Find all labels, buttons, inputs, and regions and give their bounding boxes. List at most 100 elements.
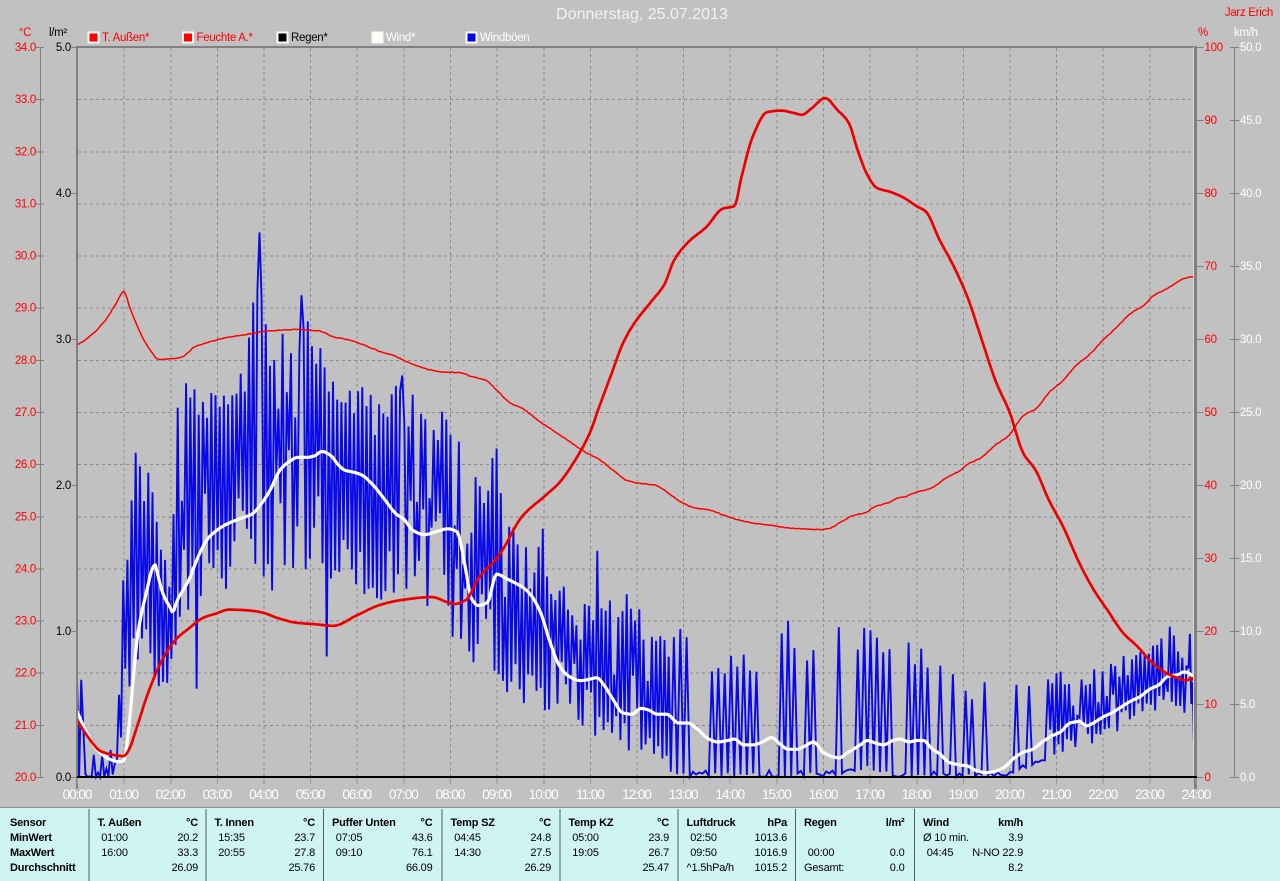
svg-text:°C: °C	[186, 817, 198, 829]
svg-text:02:50: 02:50	[690, 832, 717, 844]
svg-text:24.0: 24.0	[15, 563, 36, 575]
svg-text:10:00: 10:00	[529, 787, 558, 802]
svg-text:13:00: 13:00	[669, 787, 698, 802]
svg-text:Feuchte A.*: Feuchte A.*	[197, 32, 254, 44]
svg-text:19:00: 19:00	[949, 787, 978, 802]
svg-text:05:00: 05:00	[296, 787, 325, 802]
svg-text:24:00: 24:00	[1182, 787, 1211, 802]
svg-text:18:00: 18:00	[902, 787, 931, 802]
svg-text:45.0: 45.0	[1240, 115, 1261, 127]
svg-text:30.0: 30.0	[15, 251, 36, 263]
svg-text:Temp SZ: Temp SZ	[451, 817, 496, 829]
svg-text:24.8: 24.8	[530, 832, 551, 844]
svg-text:l/m²: l/m²	[49, 27, 67, 39]
svg-text:22:00: 22:00	[1088, 787, 1117, 802]
svg-text:4.0: 4.0	[56, 188, 71, 200]
svg-text:28.0: 28.0	[15, 355, 36, 367]
svg-text:2.0: 2.0	[56, 480, 71, 492]
svg-text:26.7: 26.7	[648, 847, 669, 859]
svg-text:MinWert: MinWert	[10, 832, 52, 844]
svg-text:03:00: 03:00	[203, 787, 232, 802]
svg-text:Ø 10 min.: Ø 10 min.	[923, 832, 969, 844]
svg-text:0.0: 0.0	[56, 772, 71, 784]
svg-text:23.9: 23.9	[648, 832, 669, 844]
svg-text:km/h: km/h	[1234, 27, 1258, 39]
svg-text:09:50: 09:50	[690, 847, 717, 859]
svg-text:1013.6: 1013.6	[755, 832, 788, 844]
svg-text:100: 100	[1205, 42, 1223, 54]
svg-text:km/h: km/h	[998, 817, 1023, 829]
svg-text:01:00: 01:00	[101, 832, 128, 844]
svg-text:23.7: 23.7	[294, 832, 315, 844]
svg-text:50.0: 50.0	[1240, 42, 1261, 54]
svg-text:11:00: 11:00	[576, 787, 604, 802]
svg-text:76.1: 76.1	[412, 847, 433, 859]
svg-text:N-NO 22.9: N-NO 22.9	[972, 847, 1023, 859]
svg-text:70: 70	[1205, 261, 1217, 273]
svg-text:23:00: 23:00	[1135, 787, 1164, 802]
svg-text:50: 50	[1205, 407, 1217, 419]
svg-text:27.8: 27.8	[294, 847, 315, 859]
svg-text:20:00: 20:00	[995, 787, 1024, 802]
svg-text:%: %	[1198, 27, 1208, 39]
svg-text:Gesamt:: Gesamt:	[804, 862, 844, 874]
svg-text:Regen: Regen	[804, 817, 837, 829]
svg-text:°C: °C	[421, 817, 433, 829]
svg-text:Puffer Unten: Puffer Unten	[332, 817, 396, 829]
svg-text:Donnerstag, 25.07.2013: Donnerstag, 25.07.2013	[556, 6, 728, 23]
svg-text:66.09: 66.09	[406, 862, 433, 874]
svg-text:21:00: 21:00	[1042, 787, 1071, 802]
svg-text:10: 10	[1205, 699, 1217, 711]
svg-text:Temp KZ: Temp KZ	[569, 817, 614, 829]
svg-text:15:35: 15:35	[218, 832, 245, 844]
svg-text:T. Außen: T. Außen	[98, 817, 142, 829]
svg-text:Jarz Erich: Jarz Erich	[1225, 7, 1273, 19]
svg-text:60: 60	[1205, 334, 1217, 346]
svg-text:33.3: 33.3	[177, 847, 198, 859]
svg-text:90: 90	[1205, 115, 1217, 127]
svg-text:^1.5hPa/h: ^1.5hPa/h	[687, 862, 734, 874]
svg-text:30.0: 30.0	[1240, 334, 1261, 346]
svg-text:14:00: 14:00	[715, 787, 744, 802]
svg-text:04:00: 04:00	[249, 787, 278, 802]
svg-text:Luftdruck: Luftdruck	[687, 817, 737, 829]
svg-text:20:55: 20:55	[218, 847, 245, 859]
svg-text:Windböen: Windböen	[480, 32, 529, 44]
svg-text:01:00: 01:00	[109, 787, 138, 802]
svg-text:14:30: 14:30	[454, 847, 481, 859]
svg-text:0: 0	[1205, 772, 1211, 784]
svg-text:3.9: 3.9	[1008, 832, 1023, 844]
svg-text:°C: °C	[303, 817, 315, 829]
svg-text:26.0: 26.0	[15, 459, 36, 471]
svg-text:80: 80	[1205, 188, 1217, 200]
svg-text:l/m²: l/m²	[886, 817, 905, 829]
svg-text:0.0: 0.0	[890, 862, 905, 874]
svg-text:35.0: 35.0	[1240, 261, 1261, 273]
svg-text:20.0: 20.0	[15, 772, 36, 784]
svg-text:09:00: 09:00	[482, 787, 511, 802]
svg-text:32.0: 32.0	[15, 146, 36, 158]
svg-text:Durchschnitt: Durchschnitt	[10, 862, 76, 874]
svg-text:°C: °C	[539, 817, 551, 829]
svg-text:5.0: 5.0	[1240, 699, 1255, 711]
svg-text:21.0: 21.0	[15, 720, 36, 732]
svg-text:09:10: 09:10	[336, 847, 363, 859]
svg-text:43.6: 43.6	[412, 832, 433, 844]
svg-text:29.0: 29.0	[15, 303, 36, 315]
svg-text:20.2: 20.2	[177, 832, 198, 844]
svg-text:3.0: 3.0	[56, 334, 71, 346]
svg-text:33.0: 33.0	[15, 94, 36, 106]
svg-text:hPa: hPa	[767, 817, 788, 829]
svg-text:06:00: 06:00	[342, 787, 371, 802]
svg-text:07:00: 07:00	[389, 787, 418, 802]
svg-text:07:05: 07:05	[336, 832, 363, 844]
svg-text:10.0: 10.0	[1240, 626, 1261, 638]
svg-text:Regen*: Regen*	[291, 32, 328, 44]
svg-text:27.0: 27.0	[15, 407, 36, 419]
svg-text:0.0: 0.0	[1240, 772, 1255, 784]
svg-text:°C: °C	[19, 27, 31, 39]
svg-text:04:45: 04:45	[454, 832, 481, 844]
svg-text:Wind*: Wind*	[386, 32, 416, 44]
svg-text:02:00: 02:00	[156, 787, 185, 802]
svg-text:25.0: 25.0	[1240, 407, 1261, 419]
